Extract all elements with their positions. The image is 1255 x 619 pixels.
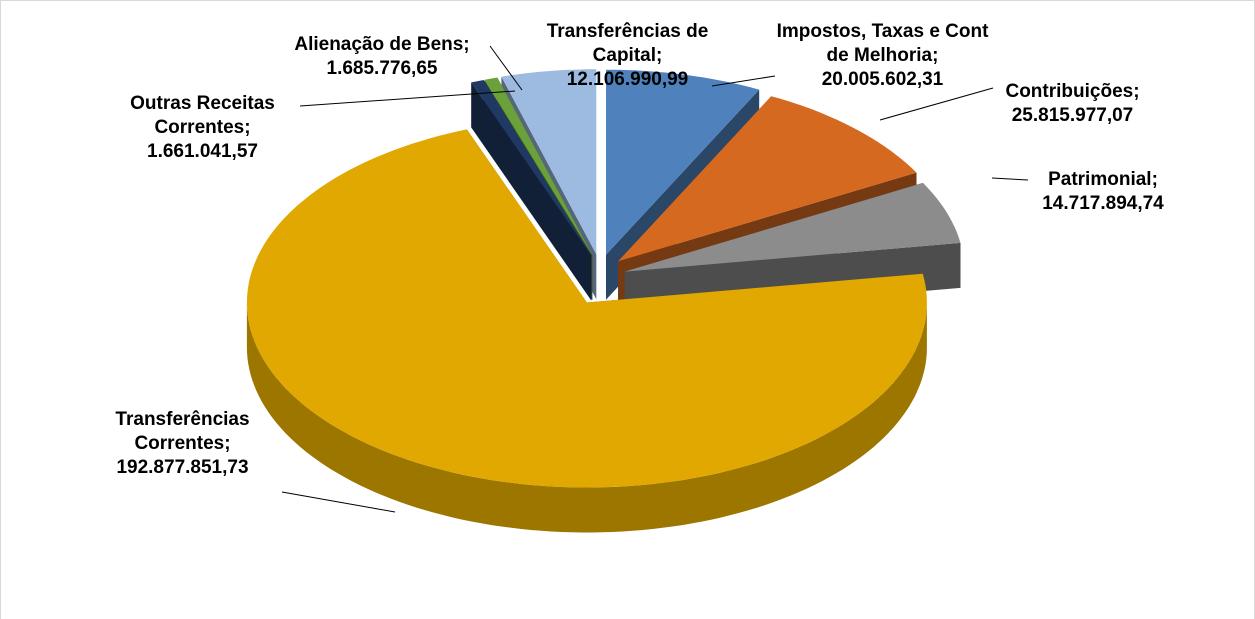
- label-value: 12.106.990,99: [566, 69, 689, 90]
- slice: [618, 96, 917, 262]
- label-value: 192.877.851,73: [116, 457, 249, 478]
- label-value: 14.717.894,74: [1042, 193, 1164, 214]
- label-category: Impostos, Taxas e Cont de Melhoria;: [776, 21, 989, 66]
- slice: [501, 69, 597, 255]
- label-category: Outras Receitas Correntes;: [130, 93, 275, 138]
- leader-line: [281, 491, 396, 513]
- leader-line: [299, 90, 516, 107]
- data-label: Transferências Correntes; 192.877.851,73: [80, 408, 285, 480]
- leader-line: [879, 87, 994, 121]
- data-label: Contribuições; 25.815.977,07: [985, 80, 1160, 128]
- label-category: Contribuições;: [1005, 81, 1140, 102]
- label-category: Patrimonial;: [1048, 169, 1158, 190]
- slice-side: [246, 302, 927, 533]
- data-label: Transferências de Capital; 12.106.990,99: [515, 20, 740, 92]
- label-value: 20.005.602,31: [821, 69, 944, 90]
- data-label: Outras Receitas Correntes; 1.661.041,57: [100, 92, 305, 164]
- label-category: Transferências de Capital;: [546, 21, 709, 66]
- data-label: Alienação de Bens; 1.685.776,65: [262, 33, 502, 81]
- slice: [624, 182, 961, 272]
- data-label: Patrimonial; 14.717.894,74: [1018, 168, 1188, 216]
- label-value: 1.661.041,57: [147, 141, 258, 162]
- label-value: 1.685.776,65: [326, 58, 438, 79]
- slice: [247, 129, 927, 488]
- slice: [606, 69, 760, 255]
- slice: [484, 77, 593, 256]
- leader-line: [711, 75, 776, 87]
- label-category: Alienação de Bens;: [294, 34, 470, 55]
- label-category: Transferências Correntes;: [115, 409, 250, 454]
- leader-line: [991, 177, 1029, 181]
- leader-line: [489, 45, 523, 91]
- slice: [471, 80, 592, 256]
- data-label: Impostos, Taxas e Cont de Melhoria; 20.00…: [775, 20, 990, 92]
- label-value: 25.815.977,07: [1011, 105, 1134, 126]
